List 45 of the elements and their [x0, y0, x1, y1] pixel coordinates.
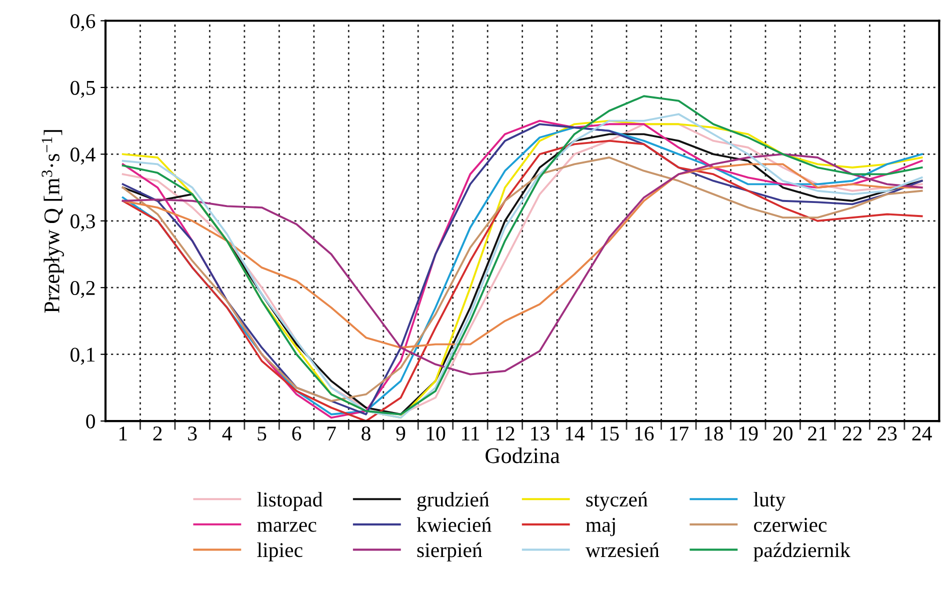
x-tick-label: 13: [531, 426, 550, 441]
x-tick-label: 6: [292, 426, 302, 441]
x-tick-label: 10: [426, 426, 446, 441]
legend-label: maj: [586, 518, 615, 536]
y-tick-label: 0,6: [70, 14, 96, 32]
y-tick-label: 0,1: [70, 348, 95, 365]
x-tick-label: 15: [600, 426, 619, 441]
legend-label: luty: [754, 492, 786, 511]
legend-label: marzec: [257, 522, 316, 532]
y-tick-label: 0: [86, 414, 95, 428]
x-tick-label: 11: [462, 426, 480, 440]
x-tick-label: 24: [912, 426, 932, 440]
x-axis-title: Godzina: [486, 448, 560, 464]
legend-label: październik: [754, 542, 850, 562]
y-axis-title: Przepływ Q [m$^{3}$·s$^{−1}$]: [42, 130, 64, 313]
x-tick-label: 7: [327, 426, 336, 440]
x-tick-label: 3: [188, 426, 197, 441]
legend-label: styczeń: [586, 492, 648, 511]
x-tick-label: 22: [842, 426, 862, 440]
x-tick-label: 8: [362, 426, 370, 441]
y-tick-label: 0,5: [70, 80, 95, 98]
x-tick-label: 2: [153, 426, 162, 440]
legend-label: lipiec: [257, 542, 302, 562]
legend-label: grudzień: [417, 492, 490, 511]
x-tick-label: 18: [704, 426, 724, 441]
x-tick-label: 19: [740, 426, 758, 441]
y-tick-label: 0,2: [70, 280, 95, 298]
x-tick-label: 17: [670, 426, 688, 440]
x-tick-label: 12: [496, 426, 514, 440]
legend-label: listopad: [257, 492, 322, 511]
x-tick-label: 20: [773, 426, 792, 441]
x-tick-label: 23: [878, 426, 897, 441]
y-tick-label: 0,4: [70, 148, 96, 165]
x-tick-label: 9: [396, 426, 406, 441]
x-tick-label: 21: [808, 426, 827, 440]
x-tick-label: 1: [119, 426, 127, 440]
y-tick-label: 0,3: [70, 214, 95, 232]
legend-label: sierpień: [417, 542, 482, 562]
legend-label: wrzesień: [585, 542, 660, 558]
x-tick-label: 4: [222, 426, 232, 440]
legend-label: czerwiec: [754, 518, 827, 532]
x-tick-label: 5: [258, 426, 266, 441]
x-tick-label: 16: [635, 426, 654, 441]
x-tick-label: 14: [566, 426, 585, 440]
legend-label: kwiecień: [416, 517, 492, 532]
